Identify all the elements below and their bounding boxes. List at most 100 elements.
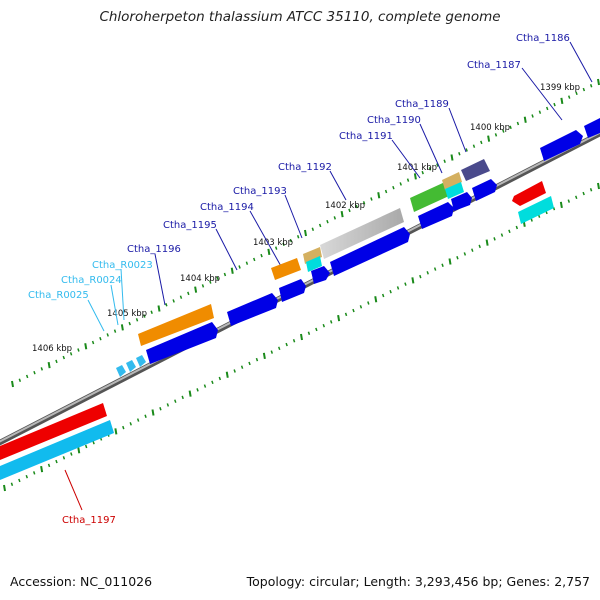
kbp-label: 1406 kbp [32,344,72,354]
scale-tick [509,125,512,130]
gene-blue-arrow[interactable] [279,279,306,302]
kbp-label: 1404 kbp [180,274,220,284]
scale-tick [500,233,504,237]
gene-label-ctha-1187[interactable]: Ctha_1187 [467,60,521,71]
scale-tick [322,323,325,328]
kbp-label: 1405 kbp [107,309,147,319]
scale-tick [267,248,271,256]
scale-tick [230,267,234,274]
gene-label-ctha-1191[interactable]: Ctha_1191 [339,131,393,142]
scale-tick [62,355,65,360]
gene-small-cyan-bar[interactable] [445,182,464,199]
gene-ctha-1191-bar[interactable] [410,182,449,212]
scale-tick [223,272,227,277]
gene-blue-arrow[interactable] [146,322,218,364]
gene-label-ctha-1190[interactable]: Ctha_1190 [367,115,421,126]
gene-label-ctha-1192[interactable]: Ctha_1192 [278,162,332,173]
scale-tick [84,343,88,350]
scale-tick [377,192,381,199]
kbp-scale-labels: 1399 kbp 1400 kbp 1401 kbp 1402 kbp 1403… [32,83,580,354]
scale-tick [531,114,534,118]
gene-ctha-1186-arrow[interactable] [584,118,600,138]
gene-ctha-1190-bar[interactable] [442,172,462,190]
scale-tick [355,204,358,209]
gene-ctha-1189-bar[interactable] [461,159,490,181]
scale-tick [582,191,585,196]
gene-label-ctha-1193[interactable]: Ctha_1193 [233,186,287,197]
gene-label-ctha-1196[interactable]: Ctha_1196 [127,244,181,255]
scale-tick [523,116,527,123]
scale-tick [240,365,244,369]
scale-tick [374,296,378,303]
scale-tick [216,276,219,281]
scale-tick [238,265,241,269]
kbp-label: 1399 kbp [540,83,580,93]
scale-tick [262,352,266,360]
gene-label-ctha-1189[interactable]: Ctha_1189 [395,99,449,110]
scale-tick [307,331,311,335]
scale-tick [33,370,36,375]
scale-tick [11,380,14,388]
gene-ctha-1193-bar[interactable] [303,247,322,264]
scale-tick [582,87,586,92]
gene-ctha-1194-bar[interactable] [271,258,301,280]
scale-tick [392,185,395,190]
gene-blue-arrow[interactable] [418,202,454,229]
scale-tick [487,135,491,142]
scale-tick [77,348,80,352]
scale-tick [406,178,410,182]
scale-tick [248,361,251,366]
gene-blue-arrow[interactable] [451,192,472,211]
scale-tick [337,314,341,322]
scale-tick [448,258,452,265]
gene-label-ctha-1194[interactable]: Ctha_1194 [200,202,254,213]
topology-text: Topology: circular; Length: 3,293,456 bp… [246,574,590,589]
gene-blue-arrow[interactable] [311,266,330,284]
gene-ctha-1192-bar[interactable] [320,208,404,259]
scale-tick [211,380,214,385]
scale-tick [485,239,489,246]
scale-tick [159,406,162,411]
gene-blue-arrow[interactable] [330,227,410,276]
scale-tick [179,295,183,299]
gene-label-ctha-r0023[interactable]: Ctha_R0023 [92,260,153,271]
scale-tick [274,246,278,250]
scale-tick [70,452,73,456]
gene-ctha-r0024-chevron[interactable] [126,360,136,372]
scale-tick [559,201,563,209]
gene-label-ctha-1197[interactable]: Ctha_1197 [62,515,116,526]
gene-ctha-1196-bar[interactable] [138,304,214,346]
scale-tick [315,327,318,332]
gene-ctha-1197-cyan-bar[interactable] [0,420,114,480]
gene-label-ctha-r0024[interactable]: Ctha_R0024 [61,275,122,286]
scale-tick [362,201,366,205]
gene-ctha-1187-arrow[interactable] [540,130,583,161]
gene-features [0,118,600,480]
scale-tick [359,305,363,309]
gene-blue-arrow[interactable] [472,179,497,201]
scale-tick [311,227,315,231]
gene-red-arrow[interactable] [512,181,546,206]
gene-ctha-r0025-chevron[interactable] [116,365,126,377]
callout-lines [64,41,593,511]
gene-label-ctha-1195[interactable]: Ctha_1195 [163,220,217,231]
gene-ctha-1197-bar[interactable] [0,403,107,460]
scale-tick [151,409,155,416]
scale-tick [352,308,355,313]
gene-blue-arrow[interactable] [227,293,278,326]
scale-tick [456,255,459,260]
scale-tick [344,312,348,317]
gene-label-ctha-1186[interactable]: Ctha_1186 [516,33,570,44]
scale-tick [40,367,44,371]
scale-tick [143,314,146,318]
scale-tick [166,403,170,407]
scale-tick [201,284,205,288]
gene-label-ctha-r0025[interactable]: Ctha_R0025 [28,290,89,301]
scale-tick [396,286,400,290]
scale-tick [450,154,454,161]
gene-small-cyan-bar-2[interactable] [306,256,322,272]
scale-tick [129,422,132,426]
gene-cyan-bar[interactable] [518,196,554,224]
gene-ctha-r0023-chevron[interactable] [136,355,146,367]
